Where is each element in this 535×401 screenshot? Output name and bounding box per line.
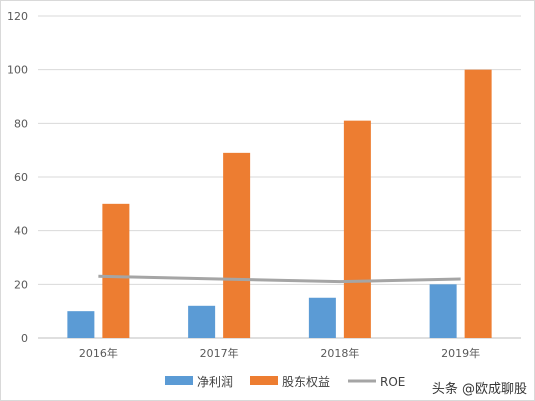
x-tick-label: 2019年 bbox=[441, 346, 480, 360]
bar-equity bbox=[464, 69, 492, 339]
y-tick-label: 100 bbox=[7, 64, 28, 77]
watermark: 头条 @欧成聊股 bbox=[431, 382, 527, 397]
x-tick-label: 2018年 bbox=[320, 346, 359, 360]
y-tick-label: 60 bbox=[14, 171, 28, 184]
x-tick-label: 2016年 bbox=[79, 346, 118, 360]
y-tick-label: 0 bbox=[21, 332, 28, 345]
legend-swatch bbox=[165, 376, 193, 385]
legend-label: 股东权益 bbox=[282, 375, 330, 389]
y-tick-label: 80 bbox=[14, 117, 28, 130]
legend-label: 净利润 bbox=[197, 375, 233, 389]
y-tick-label: 40 bbox=[14, 225, 28, 238]
x-tick-label: 2017年 bbox=[200, 346, 239, 360]
legend-swatch bbox=[250, 376, 278, 385]
bar-equity bbox=[102, 203, 130, 338]
roe-line bbox=[98, 274, 461, 284]
bar-net-profit bbox=[429, 284, 457, 338]
bar-equity bbox=[223, 152, 251, 338]
y-tick-label: 120 bbox=[7, 10, 28, 23]
legend-label: ROE bbox=[380, 375, 405, 389]
y-tick-label: 20 bbox=[14, 278, 28, 291]
bar-net-profit bbox=[188, 305, 216, 338]
bar-net-profit bbox=[308, 297, 336, 338]
bar-net-profit bbox=[67, 311, 95, 338]
bar-equity bbox=[343, 120, 371, 339]
